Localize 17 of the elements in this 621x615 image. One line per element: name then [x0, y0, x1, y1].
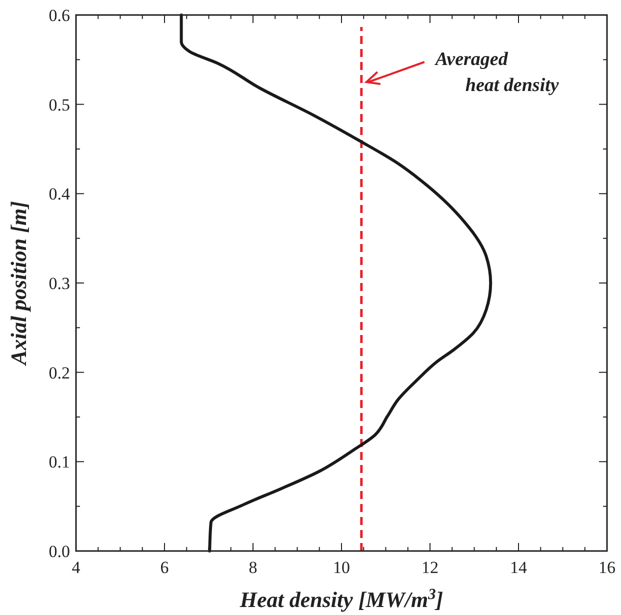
y-tick-label: 0.6 [48, 6, 70, 25]
y-tick-label: 0.2 [48, 363, 70, 382]
x-tick-label: 4 [72, 558, 81, 577]
y-tick-label: 0.1 [48, 452, 70, 472]
x-tick-label: 12 [422, 558, 438, 577]
y-tick-label: 0.4 [48, 184, 70, 204]
y-tick-label: 0.5 [48, 95, 70, 114]
y-tick-label: 0.0 [48, 542, 70, 561]
ref-line-label: Averaged heat density [434, 49, 560, 96]
x-tick-label: 16 [598, 558, 616, 577]
x-tick-label: 14 [510, 558, 528, 577]
x-tick-label: 6 [160, 558, 169, 577]
x-tick-label: 8 [248, 558, 258, 577]
x-tick-label: 10 [333, 558, 350, 577]
y-axis-title: Axial position [m] [6, 201, 31, 367]
y-tick-label: 0.3 [48, 274, 70, 293]
x-axis-title: Heat density [MW/m$^{3}$] [238, 586, 444, 612]
